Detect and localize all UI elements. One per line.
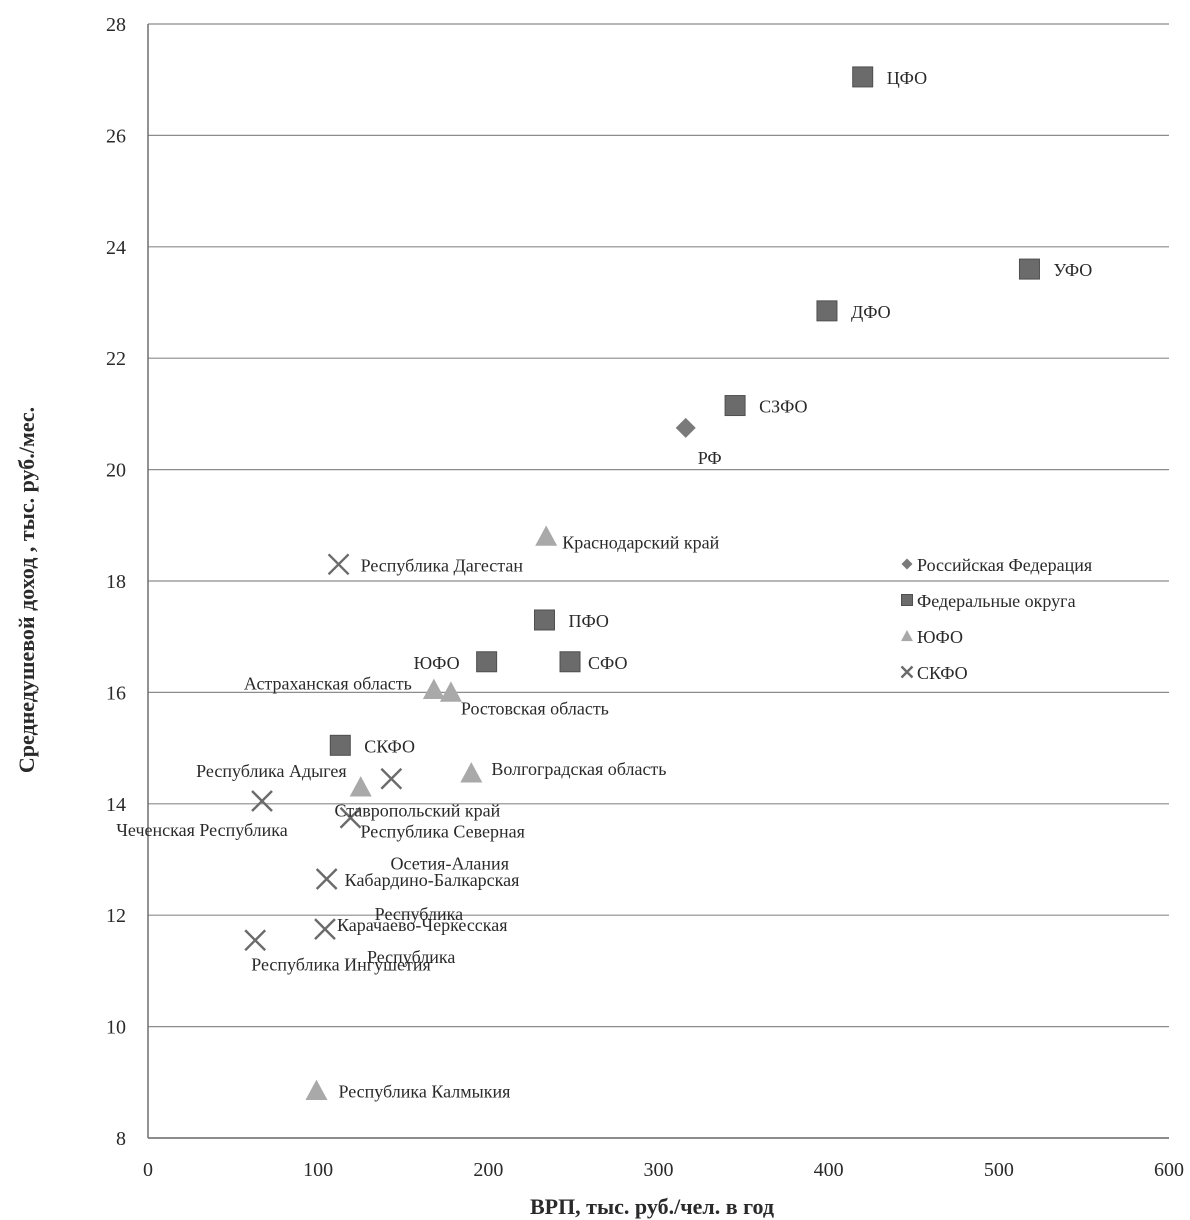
marker-triangle xyxy=(422,678,445,699)
point-label: Карачаево-Черкесская Республика xyxy=(337,915,508,967)
point-labels: РФ ЦФО УФО ДФО СЗФО ПФО СФО ЮФО СКФО Краснодарски… xyxy=(116,68,1092,1102)
point-label: Республика Дагестан xyxy=(361,555,524,575)
point-label: Ростовская область xyxy=(461,698,609,718)
marker-square xyxy=(533,609,555,631)
marker-square xyxy=(724,395,746,417)
marker-cross xyxy=(244,929,267,952)
marker-cross xyxy=(314,918,336,940)
marker-square xyxy=(852,66,874,88)
y-tick-label: 22 xyxy=(106,348,126,370)
point-label-line: Республика Северная xyxy=(360,822,524,842)
marker-cross xyxy=(380,767,403,790)
axes xyxy=(147,24,1169,1139)
point-label: Республика Северная Осетия-Алания xyxy=(360,822,524,874)
legend-marker-diamond xyxy=(901,558,913,570)
point-label: ПФО xyxy=(568,611,608,631)
point-label: УФО xyxy=(1053,260,1092,280)
point-label: Чеченская Республика xyxy=(116,820,288,840)
y-tick-label: 28 xyxy=(106,14,126,36)
legend: Российская Федерация Федеральные округа ЮФ… xyxy=(900,555,1092,683)
y-tick-label: 24 xyxy=(106,237,126,259)
point-label: ЮФО xyxy=(414,653,460,673)
point-label: Кабардино-Балкарская Республика xyxy=(345,870,520,924)
legend-label: СКФО xyxy=(917,663,968,683)
marker-triangle xyxy=(460,762,483,783)
marker-cross xyxy=(327,553,350,576)
point-label-line: Республика xyxy=(375,904,463,924)
marker-square xyxy=(329,734,351,756)
legend-label: ЮФО xyxy=(917,627,963,647)
marker-triangle xyxy=(535,525,558,546)
point-label: Республика Ингушетия xyxy=(251,954,431,974)
gridlines xyxy=(148,23,1169,1139)
point-label: СФО xyxy=(588,653,627,673)
point-label: Астраханская область xyxy=(244,674,412,694)
legend-label: Российская Федерация xyxy=(917,555,1092,575)
y-tick-label: 18 xyxy=(106,571,126,593)
marker-square xyxy=(559,651,581,673)
x-tick-label: 300 xyxy=(644,1159,674,1181)
y-tick-label: 8 xyxy=(116,1128,126,1150)
x-tick-label: 500 xyxy=(984,1159,1014,1181)
point-label: РФ xyxy=(698,448,722,468)
marker-square xyxy=(476,651,498,673)
point-label-line: Карачаево-Черкесская xyxy=(337,915,508,935)
point-label: Ставропольский край xyxy=(334,801,500,821)
marker-triangle xyxy=(439,681,462,702)
y-tick-label: 10 xyxy=(106,1017,126,1039)
point-label: Волгоградская область xyxy=(491,759,666,779)
marker-triangle xyxy=(305,1079,328,1101)
legend-label: Федеральные округа xyxy=(917,591,1076,611)
marker-diamond xyxy=(675,417,696,438)
y-tick-labels: 8 10 12 14 16 18 20 22 24 26 28 xyxy=(106,14,126,1150)
legend-marker-square xyxy=(901,594,913,606)
point-label-line: Осетия-Алания xyxy=(390,854,509,874)
marker-triangle xyxy=(349,776,372,797)
y-tick-label: 12 xyxy=(106,905,126,927)
x-tick-label: 200 xyxy=(473,1159,503,1181)
point-label: Республика Адыгея xyxy=(196,761,347,781)
y-axis-title: Среднедушевой доход , тыс. руб./мес. xyxy=(14,407,39,773)
x-tick-label: 400 xyxy=(814,1159,844,1181)
y-tick-label: 20 xyxy=(106,460,126,482)
legend-marker-cross xyxy=(900,665,914,679)
data-points xyxy=(244,66,1040,1101)
y-tick-label: 16 xyxy=(106,682,126,704)
point-label: СКФО xyxy=(364,736,415,756)
point-label-line: Кабардино-Балкарская xyxy=(345,870,520,890)
marker-cross xyxy=(251,790,273,812)
legend-marker-triangle xyxy=(901,630,913,642)
point-label: Республика Калмыкия xyxy=(338,1082,510,1102)
point-label: ЦФО xyxy=(887,68,927,88)
y-tick-label: 26 xyxy=(106,125,126,147)
point-label: ДФО xyxy=(851,302,891,322)
point-label-line: Республика xyxy=(367,947,455,967)
point-label: Краснодарский край xyxy=(562,532,719,552)
x-tick-label: 600 xyxy=(1154,1159,1184,1181)
marker-square xyxy=(1018,258,1040,280)
marker-square xyxy=(816,300,838,322)
x-tick-label: 0 xyxy=(143,1159,153,1181)
point-label: СЗФО xyxy=(759,397,807,417)
x-tick-label: 100 xyxy=(303,1159,333,1181)
marker-cross xyxy=(315,868,338,890)
x-axis-title: ВРП, тыс. руб./чел. в год xyxy=(530,1194,774,1219)
y-tick-label: 14 xyxy=(106,794,126,816)
marker-cross xyxy=(339,806,362,829)
x-tick-labels: 0 100 200 300 400 500 600 xyxy=(143,1159,1184,1181)
